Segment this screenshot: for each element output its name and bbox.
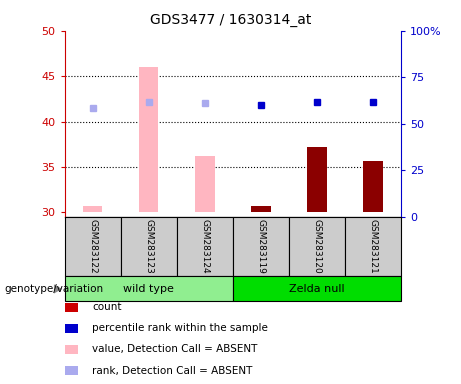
Bar — [251, 206, 271, 212]
Text: GSM283122: GSM283122 — [88, 219, 97, 274]
Text: GSM283123: GSM283123 — [144, 219, 153, 274]
Text: Zelda null: Zelda null — [289, 284, 345, 294]
Bar — [363, 161, 383, 212]
Bar — [195, 156, 214, 212]
Text: GSM283124: GSM283124 — [200, 219, 209, 274]
Text: value, Detection Call = ABSENT: value, Detection Call = ABSENT — [92, 344, 258, 354]
Text: GSM283121: GSM283121 — [368, 219, 378, 274]
Text: GDS3477 / 1630314_at: GDS3477 / 1630314_at — [150, 13, 311, 27]
Text: count: count — [92, 302, 122, 312]
Bar — [83, 206, 102, 212]
Text: rank, Detection Call = ABSENT: rank, Detection Call = ABSENT — [92, 366, 253, 376]
Text: genotype/variation: genotype/variation — [5, 284, 104, 294]
Text: GSM283120: GSM283120 — [313, 219, 321, 274]
Bar — [307, 147, 327, 212]
Bar — [139, 67, 159, 212]
Text: wild type: wild type — [123, 284, 174, 294]
Text: GSM283119: GSM283119 — [256, 219, 266, 274]
Text: percentile rank within the sample: percentile rank within the sample — [92, 323, 268, 333]
